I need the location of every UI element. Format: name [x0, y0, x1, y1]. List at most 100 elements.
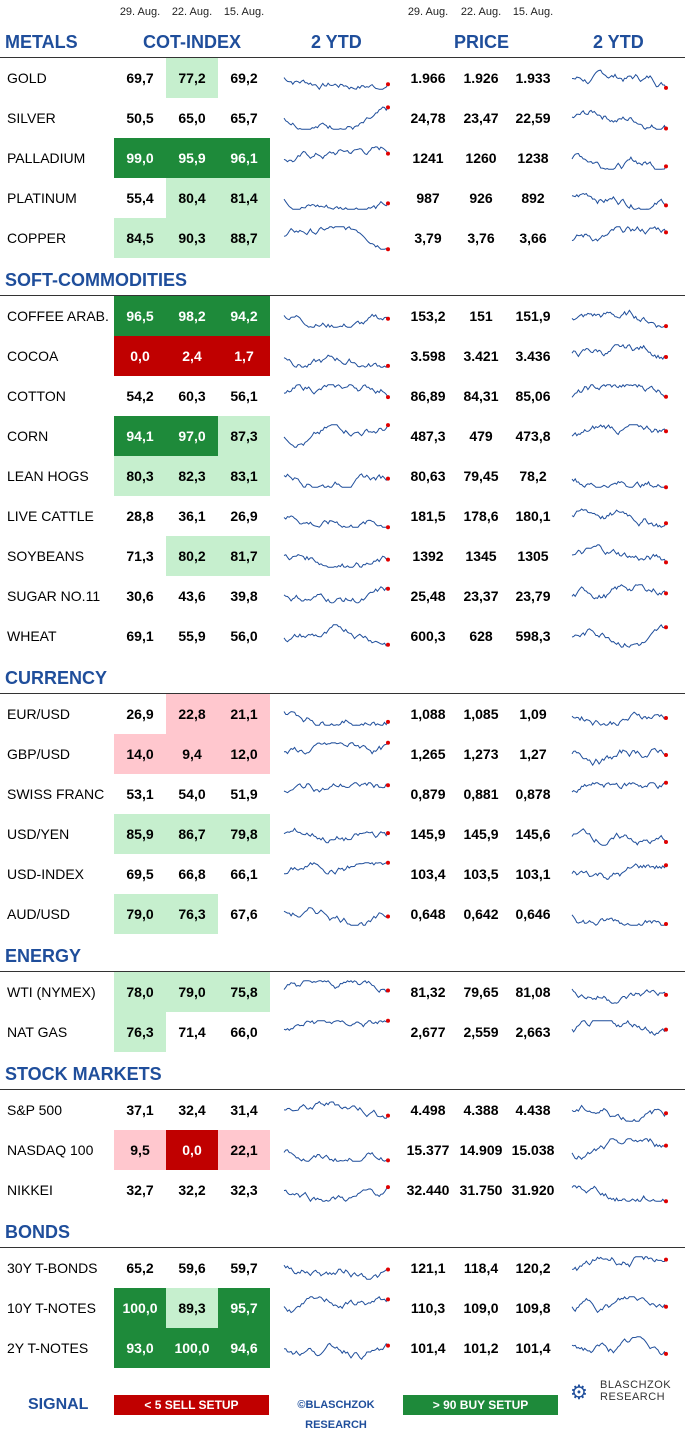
price-value: 81,08 — [515, 984, 551, 1000]
cot-value: 32,2 — [178, 1182, 206, 1198]
sparkline-last-point — [664, 1027, 668, 1032]
cot-value: 56,0 — [230, 628, 258, 644]
table-row: USD/YEN 85,9 86,7 79,8 145,9 145,9 145,6 — [0, 814, 685, 854]
price-value: 103,5 — [463, 866, 499, 882]
cot-sparkline — [283, 198, 390, 210]
price-value: 487,3 — [410, 428, 446, 444]
cot-value: 59,6 — [178, 1260, 206, 1276]
cot-value: 22,1 — [218, 1130, 270, 1170]
price-value: 1.966 — [410, 70, 446, 86]
sparkline-last-point — [386, 642, 390, 647]
price-value: 479 — [469, 428, 493, 444]
sparkline-last-point — [664, 1143, 668, 1148]
cot-value: 79,0 — [114, 894, 166, 934]
table-row: CORN 94,1 97,0 87,3 487,3 479 473,8 — [0, 416, 685, 456]
cot-value: 36,1 — [178, 508, 206, 524]
cot-sparkline — [283, 1185, 390, 1203]
sparkline-last-point — [386, 316, 390, 321]
sparkline-last-point — [664, 85, 668, 90]
cot-sparkline — [283, 1296, 390, 1314]
price-sparkline — [571, 584, 668, 600]
cot-value: 77,2 — [166, 58, 218, 98]
cot-sparkline — [283, 1342, 390, 1360]
price-value: 84,31 — [463, 388, 499, 404]
cot-sparkline — [283, 226, 390, 252]
sparkline-last-point — [664, 560, 668, 565]
price-sparkline — [571, 1138, 668, 1160]
cot-sparkline — [283, 711, 390, 726]
price-value: 31.750 — [459, 1182, 503, 1198]
sparkline-last-point — [386, 1018, 390, 1023]
cot-sparkline — [283, 907, 390, 926]
sparkline-path — [283, 624, 389, 647]
price-value: 109,0 — [463, 1300, 499, 1316]
price-value: 178,6 — [463, 508, 499, 524]
cot-value: 1,7 — [218, 336, 270, 376]
cot-value: 97,0 — [166, 416, 218, 456]
cot-value: 51,9 — [230, 786, 258, 802]
sparkline-path — [283, 354, 389, 368]
sparkline-last-point — [386, 988, 390, 993]
row-name: USD-INDEX — [7, 866, 85, 882]
price-value: 3,66 — [519, 230, 547, 246]
sparkline-last-point — [664, 591, 668, 596]
price-value: 1,273 — [463, 746, 499, 762]
price-value: 101,4 — [515, 1340, 551, 1356]
price-value: 23,47 — [463, 110, 499, 126]
cot-sparkline — [283, 554, 390, 568]
sparkline-last-point — [386, 423, 390, 428]
table-row: COPPER 84,5 90,3 88,7 3,79 3,76 3,66 — [0, 218, 685, 258]
sparkline-path — [571, 711, 667, 726]
sparkline-path — [284, 862, 388, 875]
price-value: 151,9 — [515, 308, 551, 324]
section-rule — [0, 1247, 685, 1248]
sparkline-last-point — [386, 476, 390, 481]
price-value: 31.920 — [511, 1182, 555, 1198]
price-sparkline — [571, 225, 668, 242]
cot-value: 9,4 — [166, 734, 218, 774]
section-rule — [0, 1089, 685, 1090]
price-sparkline — [571, 109, 668, 131]
row-name: SOYBEANS — [7, 548, 85, 564]
price-sparkline — [571, 988, 668, 1004]
table-row: WHEAT 69,1 55,9 56,0 600,3 628 598,3 — [0, 616, 685, 656]
price-sparkline — [571, 914, 668, 926]
cot-value: 65,7 — [230, 110, 258, 126]
sparkline-last-point — [664, 126, 668, 131]
sparkline-path — [283, 1296, 389, 1314]
cot-sparkline — [283, 384, 390, 400]
cot-value: 90,3 — [166, 218, 218, 258]
row-name: COCOA — [7, 348, 59, 364]
sparkline-path — [283, 1100, 389, 1119]
cot-value: 59,7 — [230, 1260, 258, 1276]
table-row: LIVE CATTLE 28,8 36,1 26,9 181,5 178,6 180,1 — [0, 496, 685, 536]
cot-value: 80,4 — [166, 178, 218, 218]
sparkline-last-point — [664, 863, 668, 868]
price-value: 86,89 — [410, 388, 446, 404]
table-row: COFFEE ARAB. 96,5 98,2 94,2 153,2 151 151,9 — [0, 296, 685, 336]
price-value: 1,09 — [519, 706, 547, 722]
sparkline-path — [283, 782, 389, 794]
sparkline-path — [571, 584, 667, 600]
cot-value: 0,0 — [166, 1130, 218, 1170]
price-value: 1,27 — [519, 746, 547, 762]
cot-value: 30,6 — [126, 588, 154, 604]
table-row: PALLADIUM 99,0 95,9 96,1 1241 1260 1238 — [0, 138, 685, 178]
sparkline-last-point — [386, 740, 390, 745]
legend-copyright: ©BLASCHZOK RESEARCH — [297, 1399, 375, 1431]
price-sparkline — [571, 477, 668, 490]
row-name: NIKKEI — [7, 1182, 53, 1198]
sparkline-path — [283, 384, 389, 398]
price-sparkline — [571, 863, 668, 880]
row-name: PLATINUM — [7, 190, 77, 206]
sparkline-path — [283, 226, 389, 250]
row-name: GOLD — [7, 70, 47, 86]
price-sparkline — [571, 309, 668, 329]
cot-value: 82,3 — [166, 456, 218, 496]
date-label-price: 22. Aug. — [460, 6, 502, 18]
sparkline-path — [283, 424, 389, 448]
sparkline-path — [283, 711, 389, 726]
section-title: BONDS — [5, 1222, 71, 1242]
price-value: 110,3 — [410, 1300, 446, 1316]
price-sparkline — [571, 711, 668, 726]
